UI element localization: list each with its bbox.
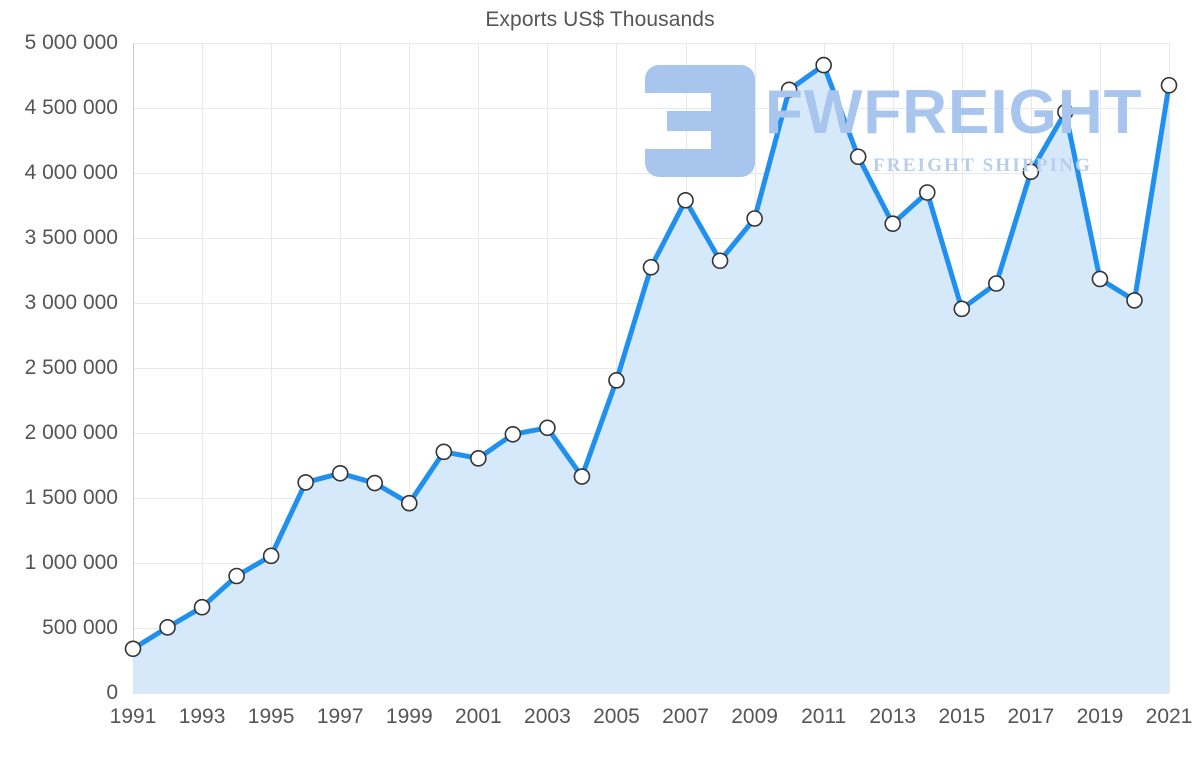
gridline-vertical (961, 43, 963, 693)
y-axis-tick-label: 4 000 000 (24, 161, 118, 184)
y-axis-tick-label: 2 500 000 (24, 356, 118, 379)
gridline-horizontal (133, 433, 1169, 434)
gridline-horizontal (133, 368, 1169, 369)
gridline-vertical (547, 43, 549, 693)
gridline-vertical (271, 43, 273, 693)
y-axis-tick-label: 3 000 000 (24, 291, 118, 314)
chart-title: Exports US$ Thousands (485, 8, 715, 31)
y-axis-tick-label: 2 000 000 (24, 421, 118, 444)
gridline-vertical (478, 43, 480, 693)
x-axis-tick-label: 1999 (385, 705, 433, 728)
x-axis-tick-label: 2021 (1145, 705, 1193, 728)
x-axis-tick-label: 2003 (524, 705, 571, 728)
gridline-horizontal (133, 173, 1169, 174)
gridline-vertical (685, 43, 687, 693)
x-axis-tick-label: 2009 (731, 705, 778, 728)
plot-area (133, 43, 1170, 694)
gridline-vertical (202, 43, 204, 693)
gridline-horizontal (133, 563, 1169, 564)
y-axis-tick-label: 5 000 000 (24, 31, 118, 54)
gridline-vertical (892, 43, 894, 693)
y-axis-tick-label: 500 000 (42, 616, 118, 639)
y-axis-line (133, 43, 134, 694)
gridline-horizontal (133, 628, 1169, 629)
y-axis-tick-label: 1 000 000 (24, 551, 118, 574)
gridline-vertical (823, 43, 825, 693)
x-axis-tick-label: 2011 (801, 705, 847, 728)
gridline-horizontal (133, 43, 1169, 44)
x-axis-tick-label: 1997 (316, 705, 364, 728)
gridline-horizontal (133, 693, 1169, 694)
x-axis-tick-label: 2019 (1076, 705, 1124, 728)
x-axis-tick-label: 2015 (938, 705, 986, 728)
y-axis-tick-label: 4 500 000 (24, 96, 118, 119)
x-axis-tick-label: 1995 (247, 705, 295, 728)
x-axis-tick-label: 2005 (593, 705, 640, 728)
x-axis-tick-label: 2007 (662, 705, 709, 728)
x-axis-tick-label: 2013 (869, 705, 917, 728)
x-axis-tick-label: 1991 (109, 705, 157, 728)
gridline-vertical (409, 43, 411, 693)
gridline-vertical (754, 43, 756, 693)
gridline-vertical (616, 43, 618, 693)
x-axis-tick-label: 2001 (454, 705, 502, 728)
y-axis-tick-label: 3 500 000 (24, 226, 118, 249)
gridline-vertical (1030, 43, 1032, 693)
gridline-vertical (1099, 43, 1101, 693)
gridline-vertical (1169, 43, 1170, 693)
gridline-horizontal (133, 238, 1169, 239)
gridline-horizontal (133, 303, 1169, 304)
gridline-vertical (340, 43, 342, 693)
gridline-horizontal (133, 498, 1169, 499)
y-axis-tick-label: 0 (106, 681, 118, 704)
x-axis-tick-label: 1993 (178, 705, 226, 728)
y-axis-tick-label: 1 500 000 (24, 486, 118, 509)
gridline-horizontal (133, 108, 1169, 109)
x-axis-tick-label: 2017 (1007, 705, 1055, 728)
